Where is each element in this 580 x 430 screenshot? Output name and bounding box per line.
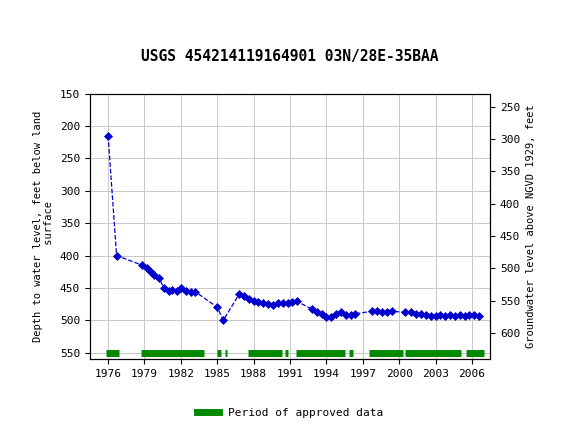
Text: USGS 454214119164901 03N/28E-35BAA: USGS 454214119164901 03N/28E-35BAA [142,49,438,64]
Y-axis label: Groundwater level above NGVD 1929, feet: Groundwater level above NGVD 1929, feet [525,104,535,348]
Legend: Period of approved data: Period of approved data [193,403,387,422]
Text: USGS: USGS [35,14,90,32]
Text: ≡: ≡ [3,11,24,35]
Y-axis label: Depth to water level, feet below land
 surface: Depth to water level, feet below land su… [33,111,55,342]
